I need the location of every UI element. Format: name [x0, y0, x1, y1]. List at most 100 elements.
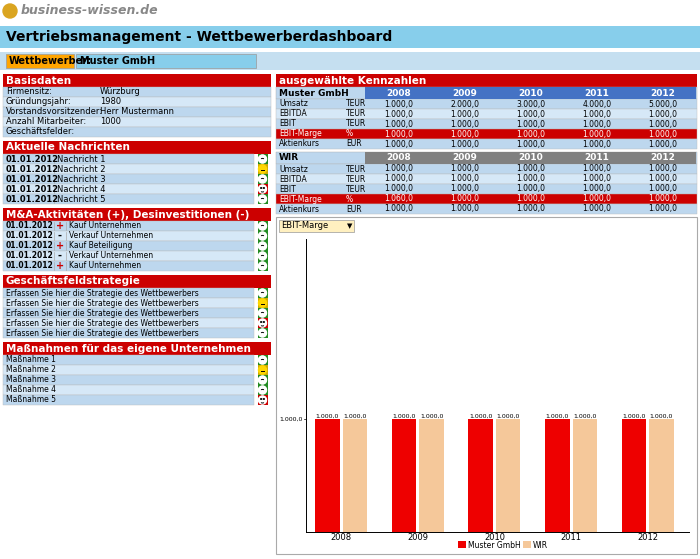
Bar: [458, 541, 466, 548]
Text: EBIT-Marge: EBIT-Marge: [279, 195, 322, 203]
Bar: [0, 26, 700, 48]
Text: Nachricht 4: Nachricht 4: [57, 184, 106, 193]
Circle shape: [258, 232, 267, 240]
Text: TEUR: TEUR: [346, 174, 366, 183]
Text: 1.000,0: 1.000,0: [648, 195, 678, 203]
Text: TEUR: TEUR: [346, 100, 366, 108]
Text: Würzburg: Würzburg: [100, 88, 141, 97]
Text: -: -: [58, 251, 62, 261]
Bar: [3, 328, 254, 338]
Text: 2009: 2009: [453, 154, 477, 163]
Bar: [3, 194, 254, 204]
Text: 2009: 2009: [453, 88, 477, 97]
Bar: [365, 152, 367, 164]
Text: Nachricht 5: Nachricht 5: [57, 195, 106, 203]
Circle shape: [258, 242, 267, 250]
Circle shape: [258, 242, 267, 250]
Bar: [498, 87, 564, 99]
Text: 1.000,0: 1.000,0: [648, 140, 678, 149]
Text: +: +: [56, 241, 64, 251]
Text: 1.000,0: 1.000,0: [496, 414, 520, 419]
Text: Muster GmbH: Muster GmbH: [468, 541, 520, 549]
Text: TEUR: TEUR: [346, 120, 366, 129]
Circle shape: [258, 329, 267, 337]
Text: 1.000,0: 1.000,0: [582, 110, 612, 119]
Bar: [573, 419, 597, 532]
Text: 1.000,0: 1.000,0: [393, 414, 416, 419]
Text: 1.000,0: 1.000,0: [384, 130, 414, 139]
Circle shape: [258, 262, 267, 270]
Bar: [276, 174, 697, 184]
Bar: [258, 298, 267, 308]
Text: 1.000,0: 1.000,0: [582, 130, 612, 139]
Bar: [3, 395, 254, 405]
Circle shape: [258, 299, 267, 307]
Bar: [3, 365, 254, 375]
Text: 1.000,0: 1.000,0: [650, 414, 673, 419]
Text: Umsatz: Umsatz: [279, 164, 308, 173]
Text: -: -: [58, 231, 62, 241]
Bar: [276, 217, 697, 554]
Bar: [258, 231, 267, 241]
Text: 1.000,0: 1.000,0: [316, 414, 339, 419]
Text: +: +: [56, 221, 64, 231]
Bar: [3, 375, 254, 385]
Text: ausgewählte Kennzahlen: ausgewählte Kennzahlen: [279, 75, 426, 86]
Text: 1.000,0: 1.000,0: [384, 120, 414, 129]
Circle shape: [3, 4, 17, 18]
Text: 1.000,0: 1.000,0: [384, 100, 414, 108]
Circle shape: [258, 262, 267, 270]
Text: 1.000,0: 1.000,0: [582, 184, 612, 193]
Bar: [3, 318, 254, 328]
Bar: [3, 251, 254, 261]
Bar: [564, 152, 630, 164]
Text: Nachricht 3: Nachricht 3: [57, 174, 106, 183]
Circle shape: [258, 155, 267, 163]
Bar: [258, 288, 267, 298]
Circle shape: [258, 232, 267, 240]
Text: 1.000,0: 1.000,0: [582, 205, 612, 214]
Text: 1.000,0: 1.000,0: [451, 205, 480, 214]
Text: TEUR: TEUR: [346, 184, 366, 193]
Circle shape: [258, 319, 267, 327]
Bar: [3, 385, 254, 395]
Bar: [276, 119, 697, 129]
Bar: [258, 365, 267, 375]
Text: 1980: 1980: [100, 97, 121, 107]
Text: Kauf Unternehmen: Kauf Unternehmen: [69, 221, 141, 230]
Text: 1.000,0: 1.000,0: [384, 184, 414, 193]
Bar: [3, 97, 271, 107]
Circle shape: [258, 222, 267, 230]
Text: Erfassen Sie hier die Strategie des Wettbewerbers: Erfassen Sie hier die Strategie des Wett…: [6, 288, 199, 297]
Circle shape: [258, 386, 267, 394]
Text: 1.000,0: 1.000,0: [451, 140, 480, 149]
Text: 1.000,0: 1.000,0: [648, 130, 678, 139]
Bar: [3, 288, 254, 298]
Circle shape: [258, 366, 267, 374]
Text: 1.000,0: 1.000,0: [469, 414, 492, 419]
Text: EUR: EUR: [346, 140, 362, 149]
Text: 1.000,0: 1.000,0: [582, 120, 612, 129]
Text: Kauf Beteiligung: Kauf Beteiligung: [69, 241, 132, 250]
Text: 1.000,0: 1.000,0: [279, 417, 303, 422]
Text: 01.01.2012: 01.01.2012: [6, 262, 54, 271]
Text: EBIT-Marge: EBIT-Marge: [281, 221, 328, 230]
Text: 01.01.2012: 01.01.2012: [6, 154, 59, 163]
Text: 1.000,0: 1.000,0: [451, 174, 480, 183]
Bar: [258, 174, 267, 184]
Text: 3.000,0: 3.000,0: [517, 100, 545, 108]
Text: 1.000,0: 1.000,0: [622, 414, 645, 419]
Bar: [630, 87, 696, 99]
Text: 2011: 2011: [584, 154, 610, 163]
Text: 1.000,0: 1.000,0: [648, 164, 678, 173]
Text: +: +: [56, 261, 64, 271]
Text: 01.01.2012: 01.01.2012: [6, 184, 59, 193]
Circle shape: [258, 185, 267, 193]
Text: 01.01.2012: 01.01.2012: [6, 195, 59, 203]
Text: Aktienkurs: Aktienkurs: [279, 140, 320, 149]
Text: 1.000,0: 1.000,0: [384, 110, 414, 119]
Circle shape: [258, 386, 267, 394]
Text: 1.000,0: 1.000,0: [648, 205, 678, 214]
Circle shape: [258, 252, 267, 260]
Text: 1.000,0: 1.000,0: [451, 120, 480, 129]
